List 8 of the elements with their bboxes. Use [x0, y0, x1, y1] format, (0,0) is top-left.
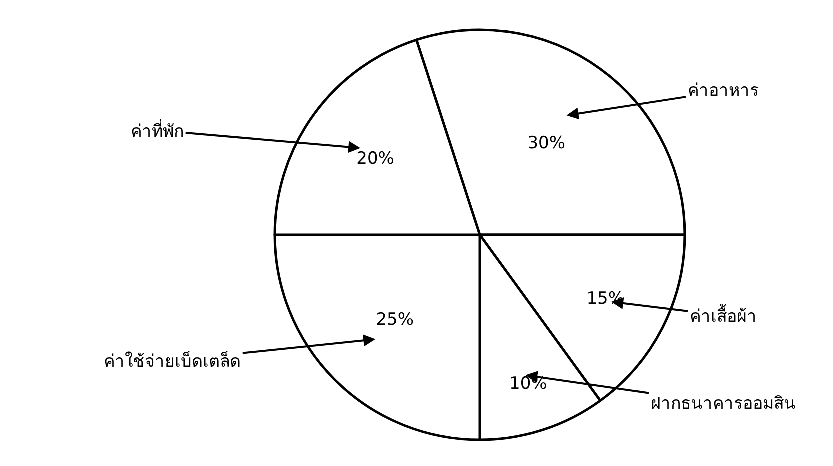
slice-label: ฝากธนาคารออมสิน: [651, 394, 796, 414]
data-label: 20%: [356, 149, 394, 170]
slice-label: ค่าอาหาร: [688, 81, 759, 101]
slice-label: ค่าใช้จ่ายเบ็ดเตล็ด: [104, 350, 241, 372]
slice-label: ค่าที่พัก: [131, 119, 184, 142]
data-label: 25%: [376, 310, 414, 330]
slice-label: ค่าเสื้อผ้า: [690, 304, 757, 327]
data-label: 30%: [528, 133, 566, 154]
